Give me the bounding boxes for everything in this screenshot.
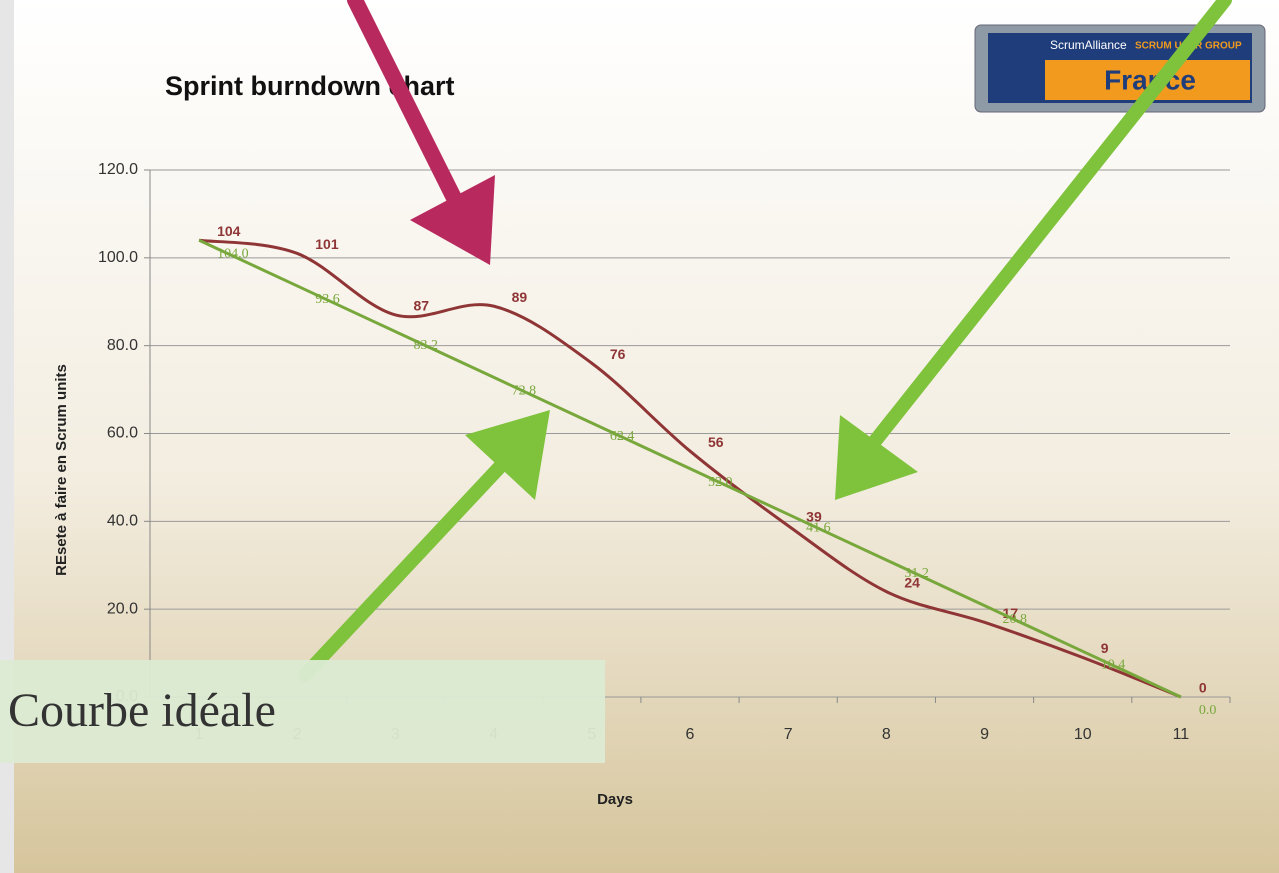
data-label: 62.4 (610, 429, 635, 444)
data-label: 31.2 (904, 566, 929, 581)
y-tick-label: 100.0 (98, 249, 138, 266)
y-tick-label: 40.0 (107, 513, 138, 530)
data-label: 104 (217, 223, 241, 239)
x-tick-label: 8 (882, 726, 891, 743)
x-axis-label: Days (597, 791, 633, 808)
y-tick-label: 60.0 (107, 425, 138, 442)
x-tick-label: 7 (784, 726, 793, 743)
data-label: 93.6 (315, 292, 340, 307)
data-label: 89 (512, 289, 528, 305)
annotation: Courbe idéale (8, 684, 276, 737)
data-label: 0.0 (1199, 703, 1217, 718)
slide: Sprint burndown chart Days REsete à fair… (0, 0, 1279, 873)
data-label: 87 (413, 298, 429, 314)
x-tick-label: 10 (1074, 726, 1092, 743)
y-tick-label: 120.0 (98, 161, 138, 178)
data-label: 101 (315, 236, 339, 252)
data-label: 9 (1101, 640, 1109, 656)
data-label: 104.0 (217, 246, 249, 261)
x-tick-label: 11 (1173, 726, 1190, 743)
data-label: 41.6 (806, 521, 831, 536)
x-tick-label: 9 (980, 726, 989, 743)
data-label: 52.0 (708, 475, 733, 490)
y-tick-label: 80.0 (107, 337, 138, 354)
logo: ScrumAlliance SCRUM USER GROUP France (975, 25, 1265, 112)
data-label: 56 (708, 434, 724, 450)
data-label: 0 (1199, 680, 1207, 696)
data-label: 83.2 (413, 338, 438, 353)
x-tick-label: 6 (686, 726, 695, 743)
y-axis-label: REsete à faire en Scrum units (53, 364, 70, 576)
data-label: 72.8 (512, 384, 537, 399)
data-label: 76 (610, 346, 626, 362)
logo-brand: ScrumAlliance (1050, 38, 1127, 52)
data-label: 10.4 (1101, 658, 1126, 673)
y-tick-label: 20.0 (107, 600, 138, 617)
data-label: 20.8 (1003, 612, 1027, 627)
